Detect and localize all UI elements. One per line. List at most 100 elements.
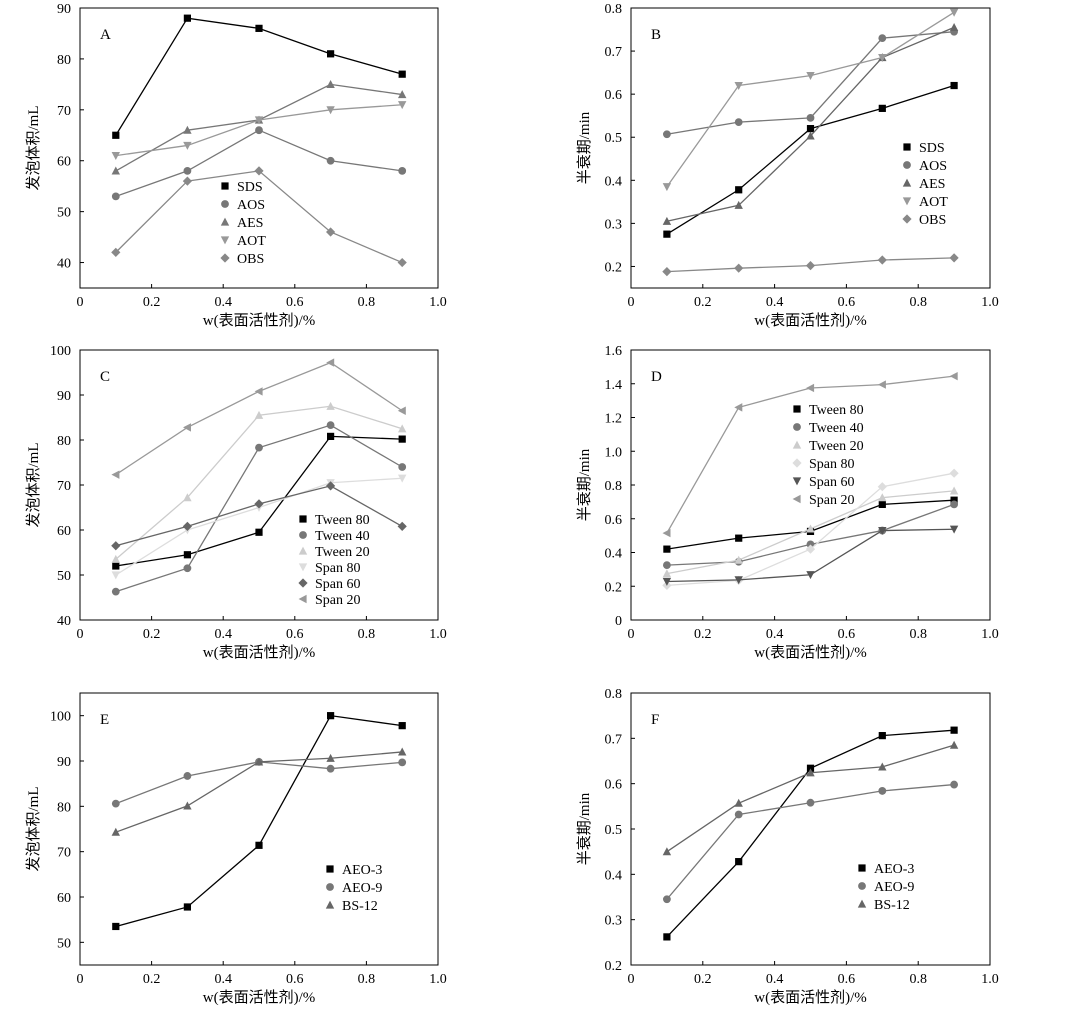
legend-entry: SDS [919,141,945,156]
data-point [183,772,192,780]
data-point [734,798,743,807]
legend-marker [902,197,912,206]
data-point [398,758,407,767]
legend-marker [858,882,866,890]
x-axis-label: w(表面活性剂)/% [754,989,867,1006]
y-axis-label: 发泡体积/mL [25,443,42,528]
data-point [398,101,407,110]
y-tick-label: 80 [57,434,71,449]
x-tick-label: 0.4 [214,972,232,987]
y-tick-label: 0.3 [605,217,623,232]
legend-entry: Tween 80 [315,513,370,528]
y-tick-label: 0.8 [605,479,623,494]
x-tick-label: 0 [628,972,635,987]
y-axis-label: 半衰期/min [576,792,593,865]
data-point [398,435,406,443]
data-point [663,561,671,570]
data-point [734,118,743,127]
data-point [949,468,959,478]
legend-entry: AEO-9 [342,881,382,896]
legend-marker [326,883,334,891]
x-tick-label: 0.6 [286,972,304,987]
data-point [734,263,744,273]
data-point [662,577,672,586]
y-tick-label: 90 [57,389,71,404]
data-point [734,810,743,819]
x-tick-label: 0 [77,972,84,987]
x-tick-label: 0.6 [838,627,856,642]
x-tick-label: 0.8 [909,627,927,642]
data-point [806,524,815,533]
legend-entry: AOS [237,198,265,213]
data-point [734,576,743,585]
data-point [327,50,335,58]
legend-entry: Span 80 [809,457,855,472]
data-point [949,253,959,263]
x-tick-label: 0 [77,627,84,642]
legend-marker [298,578,308,588]
legend-entry: AEO-3 [342,863,382,878]
x-tick-label: 0 [628,627,635,642]
series-line [666,729,955,938]
legend-entry: Span 60 [809,475,855,490]
data-point [183,141,192,150]
data-point [397,521,407,531]
x-tick-label: 0.4 [214,627,232,642]
x-tick-label: 0.8 [358,295,376,310]
legend-marker [220,236,230,245]
series-aes [662,22,959,225]
data-point [877,380,886,389]
legend-marker [793,405,801,413]
y-tick-label: 100 [50,344,71,359]
panel-label: A [100,27,111,43]
x-tick-label: 0.4 [766,295,784,310]
data-point [254,757,264,766]
x-tick-label: 0.2 [143,295,161,310]
legend-marker [857,899,867,908]
series-span-60 [111,481,407,551]
data-point [806,798,815,807]
data-point [111,166,120,175]
data-point [183,801,192,810]
data-point [734,555,743,564]
legend-marker [792,494,801,504]
legend-marker [793,423,801,431]
legend-entry: Span 20 [315,593,361,608]
legend-entry: AOT [237,234,266,249]
y-tick-label: 40 [57,614,71,629]
y-tick-label: 50 [57,936,71,951]
panel-label: C [100,369,110,385]
data-point [111,247,121,257]
x-tick-label: 0.8 [909,972,927,987]
data-point [806,131,815,140]
data-point [949,371,958,381]
y-tick-label: 0.7 [605,45,623,60]
legend-marker [299,531,307,539]
data-point [806,125,815,133]
data-point [397,406,406,415]
y-tick-label: 50 [57,569,71,584]
data-point [111,587,120,596]
x-tick-label: 0.2 [694,295,712,310]
series-aot [111,101,407,161]
data-point [806,764,815,772]
x-axis-label: w(表面活性剂)/% [203,989,316,1006]
legend-entry: Tween 40 [809,421,864,436]
data-point [878,53,887,62]
data-point [112,922,120,931]
y-tick-label: 70 [57,846,71,861]
panel-label: F [651,712,659,728]
y-tick-label: 70 [57,104,71,119]
data-point [111,541,121,551]
x-tick-label: 0.4 [766,972,784,987]
data-point [805,544,816,554]
data-point [112,131,120,139]
x-tick-label: 0.4 [766,627,784,642]
plot-frame [630,692,991,966]
y-axis-label: 半衰期/min [576,111,593,184]
data-point [397,257,407,268]
y-tick-label: 0.2 [605,959,623,974]
y-tick-label: 0.2 [605,580,623,595]
legend-entry: AEO-3 [874,862,914,877]
